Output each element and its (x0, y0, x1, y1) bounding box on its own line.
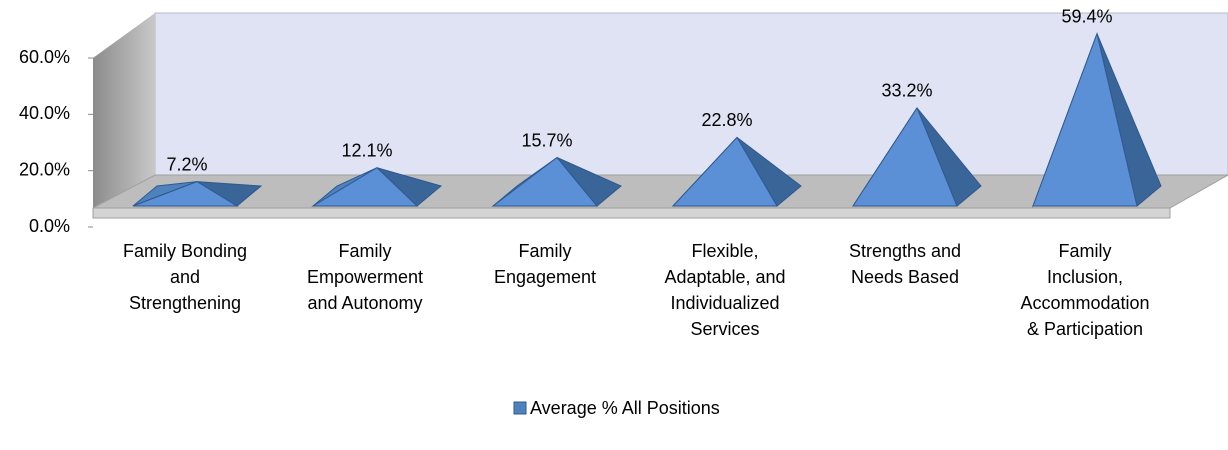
pyramid-front-face (311, 167, 419, 207)
x-tick-label: Family Inclusion, Accommodation & Partic… (1020, 241, 1150, 339)
pyramid-front-face (671, 136, 778, 207)
value-label: 22.8% (701, 110, 752, 130)
pyramid (1031, 31, 1162, 208)
side-wall (93, 13, 155, 218)
x-tick-label: Family Bonding and Strengthening (122, 241, 248, 313)
y-tick-label: 20.0% (19, 159, 70, 179)
value-label: 15.7% (521, 130, 572, 150)
y-tick-label: 40.0% (19, 103, 70, 123)
value-label: 7.2% (166, 154, 207, 174)
pyramid (491, 156, 622, 207)
pyramid-front-face (852, 106, 958, 207)
x-tick-label: Family Engagement (493, 241, 597, 287)
pyramid (852, 106, 982, 207)
pyramid (671, 136, 802, 207)
floor-edge (92, 207, 1171, 219)
x-tick-label: Family Empowerment and Autonomy (306, 241, 424, 313)
value-label: 33.2% (881, 81, 932, 101)
pyramid-front-face (491, 156, 599, 207)
legend-label: Average % All Positions (530, 398, 720, 418)
y-tick-label: 60.0% (19, 47, 70, 67)
pyramid (132, 181, 263, 207)
y-tick-label: 0.0% (29, 216, 70, 236)
pyramid (311, 167, 443, 207)
x-tick-label: Flexible, Adaptable, and Individualized … (664, 241, 786, 339)
pyramid-front-face (132, 181, 239, 207)
x-tick-label: Strengths and Needs Based (848, 241, 962, 287)
legend-swatch (513, 401, 527, 415)
value-label: 12.1% (341, 140, 392, 160)
value-label: 59.4% (1061, 6, 1112, 26)
pyramid-front-face (1032, 31, 1138, 207)
